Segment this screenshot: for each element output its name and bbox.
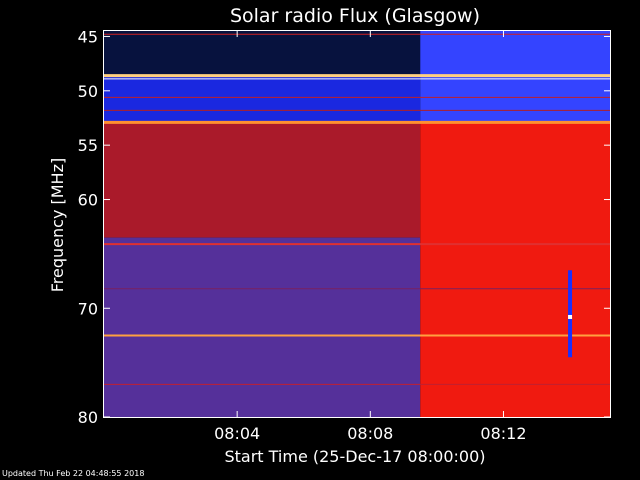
- x-tick-label-1: 08:08: [347, 424, 393, 443]
- y-tick-label-1: 50: [78, 82, 98, 101]
- plot-frame: [103, 30, 611, 418]
- y-tick-label-4: 70: [78, 299, 98, 318]
- x-tick-label-0: 08:04: [214, 424, 260, 443]
- y-tick-label-5: 80: [78, 408, 98, 427]
- spectrogram-region-5: [420, 123, 610, 417]
- y-tick-label-3: 60: [78, 191, 98, 210]
- axis-ticks: 45 50 55 60 70 80 08:04 08:08 08:12: [78, 27, 610, 443]
- y-tick-label-0: 45: [78, 27, 98, 46]
- y-tick-label-2: 55: [78, 136, 98, 155]
- x-axis-label: Start Time (25-Dec-17 08:00:00): [224, 447, 485, 466]
- y-axis-label: Frequency [MHz]: [48, 158, 67, 292]
- spectrogram-region-0: [104, 31, 421, 77]
- spectrogram-region-1: [104, 76, 421, 124]
- updated-timestamp: Updated Thu Feb 22 04:48:55 2018: [2, 469, 145, 478]
- spectrogram-heatmap: [104, 31, 610, 417]
- spectrogram-region-3: [104, 123, 421, 238]
- chart-title: Solar radio Flux (Glasgow): [230, 5, 480, 27]
- spectrogram-region-4: [104, 237, 421, 417]
- x-tick-label-2: 08:12: [480, 424, 526, 443]
- spectrogram-region-2: [420, 31, 610, 124]
